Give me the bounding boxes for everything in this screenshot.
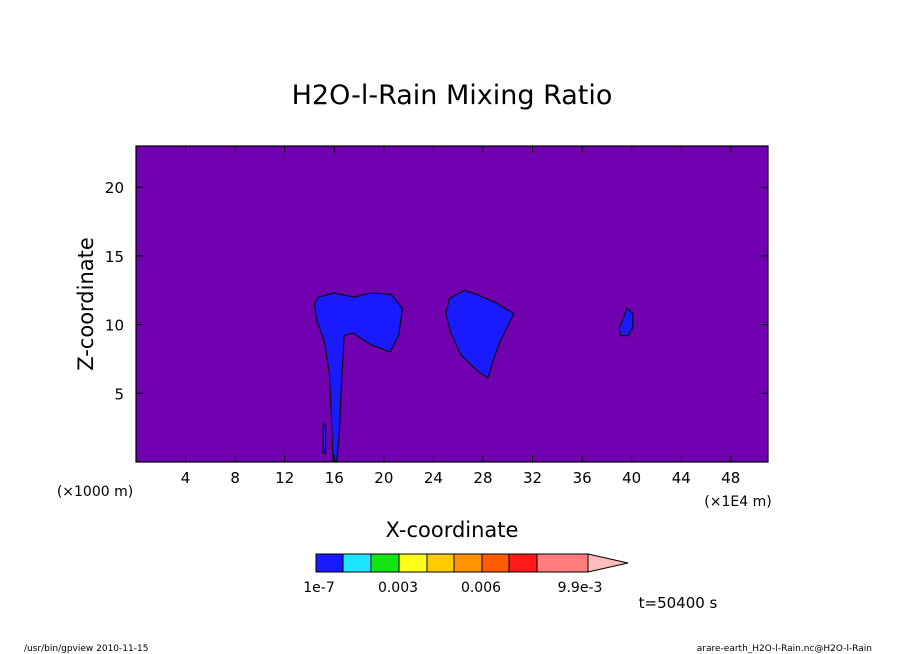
- colorbar-label: 9.9e-3: [558, 580, 603, 596]
- x-tick-label: 4: [181, 469, 191, 487]
- plot-frame: [135, 145, 769, 463]
- x-tick-label: 24: [424, 469, 443, 487]
- region-streak: [322, 421, 327, 455]
- x-ticks: 4 8 12 16 20 24 28 32 36 40 44 48: [181, 146, 740, 487]
- colorbar: [315, 553, 629, 573]
- colorbar-segment: [453, 553, 483, 573]
- x-tick-label: 40: [622, 469, 641, 487]
- colorbar-segment: [398, 553, 428, 573]
- colorbar-segment: [426, 553, 455, 573]
- footer-right: arare-earth_H2O-l-Rain.nc@H2O-l-Rain: [697, 644, 872, 654]
- colorbar-segment: [536, 553, 589, 573]
- x-tick-label: 16: [325, 469, 344, 487]
- y-unit-label: (×1000 m): [57, 484, 133, 500]
- colorbar-label: 0.003: [378, 580, 418, 596]
- colorbar-extension: [587, 553, 629, 573]
- colorbar-segment: [315, 553, 344, 573]
- y-tick-label: 15: [105, 248, 124, 266]
- region-cloud-a: [313, 292, 404, 462]
- x-tick-label: 48: [721, 469, 740, 487]
- y-tick-label: 10: [105, 317, 124, 335]
- footer-left: /usr/bin/gpview 2010-11-15: [24, 644, 148, 654]
- x-tick-label: 32: [523, 469, 542, 487]
- x-axis-label: X-coordinate: [386, 518, 519, 542]
- colorbar-segment: [508, 553, 538, 573]
- y-axis-label: Z-coordinate: [74, 237, 98, 371]
- x-tick-label: 12: [275, 469, 294, 487]
- x-tick-label: 44: [672, 469, 691, 487]
- colorbar-segment: [481, 553, 510, 573]
- region-cloud-b: [445, 289, 515, 380]
- colorbar-label: 1e-7: [303, 580, 334, 596]
- y-tick-label: 20: [105, 179, 124, 197]
- time-annotation: t=50400 s: [639, 594, 718, 612]
- x-unit-label: (×1E4 m): [704, 494, 771, 510]
- y-ticks: 5 10 15 20: [105, 179, 768, 403]
- x-tick-label: 8: [230, 469, 240, 487]
- contour-regions: [313, 289, 634, 462]
- colorbar-segment: [342, 553, 372, 573]
- colorbar-labels: 1e-7 0.003 0.006 9.9e-3: [303, 580, 602, 596]
- y-tick-label: 5: [114, 385, 124, 403]
- x-tick-label: 28: [473, 469, 492, 487]
- colorbar-label: 0.006: [461, 580, 501, 596]
- chart-title: H2O-l-Rain Mixing Ratio: [292, 80, 613, 111]
- colorbar-segment: [370, 553, 400, 573]
- region-cloud-c: [618, 307, 634, 337]
- x-tick-label: 36: [573, 469, 592, 487]
- x-tick-label: 20: [374, 469, 393, 487]
